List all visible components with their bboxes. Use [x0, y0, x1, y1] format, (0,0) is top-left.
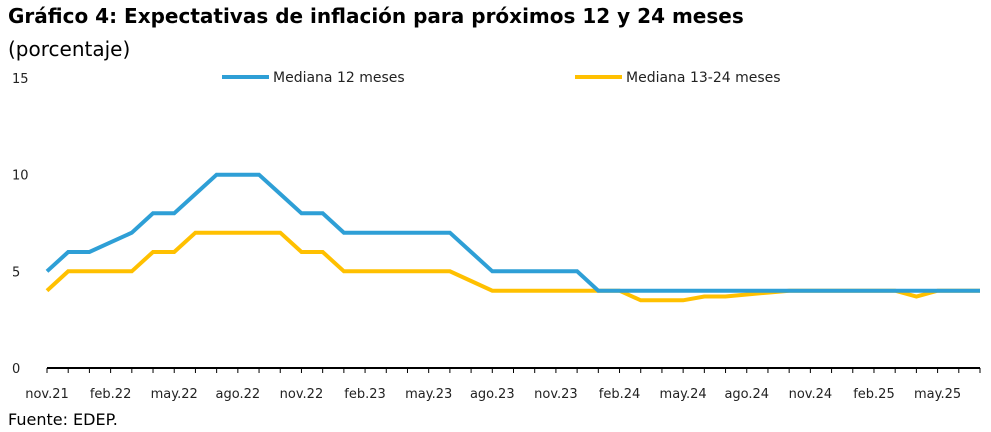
- x-tick-label: feb.23: [344, 387, 386, 402]
- x-tick-label: ago.24: [724, 387, 769, 402]
- x-tick-label: nov.22: [280, 387, 324, 402]
- series-line-mediana-12-meses: [45, 172, 980, 293]
- y-tick-label: 15: [12, 72, 29, 87]
- x-tick-label: may.25: [914, 387, 961, 402]
- legend-label: Mediana 13-24 meses: [626, 70, 781, 86]
- x-tick-label: nov.21: [25, 387, 69, 402]
- x-tick-label: nov.23: [534, 387, 578, 402]
- legend: Mediana 12 meses Mediana 13-24 meses: [222, 70, 781, 86]
- y-tick-label: 5: [12, 265, 20, 280]
- x-tick-label: feb.22: [90, 387, 132, 402]
- x-tick-label: ago.22: [216, 387, 261, 402]
- series-layer: [45, 172, 980, 303]
- x-tick-label: feb.25: [853, 387, 895, 402]
- y-tick-label: 0: [12, 362, 20, 377]
- x-axis: nov.21 feb.22 may.22 ago.22 nov.22 feb.23 may.…: [25, 367, 981, 402]
- chart-title: Gráfico 4: Expectativas de inflación par…: [8, 4, 744, 28]
- x-tick-label: ago.23: [470, 387, 515, 402]
- x-tick-label: may.24: [660, 387, 707, 402]
- y-tick-label: 10: [12, 169, 29, 184]
- x-tick-label: may.22: [151, 387, 198, 402]
- chart-subtitle: (porcentaje): [8, 37, 131, 61]
- legend-label: Mediana 12 meses: [273, 70, 405, 86]
- y-axis-ticks: 0 5 10 15: [12, 72, 29, 377]
- x-tick-label: may.23: [405, 387, 452, 402]
- x-tick-label: nov.24: [789, 387, 833, 402]
- x-tick-label: feb.24: [599, 387, 641, 402]
- source-note: Fuente: EDEP.: [8, 410, 118, 429]
